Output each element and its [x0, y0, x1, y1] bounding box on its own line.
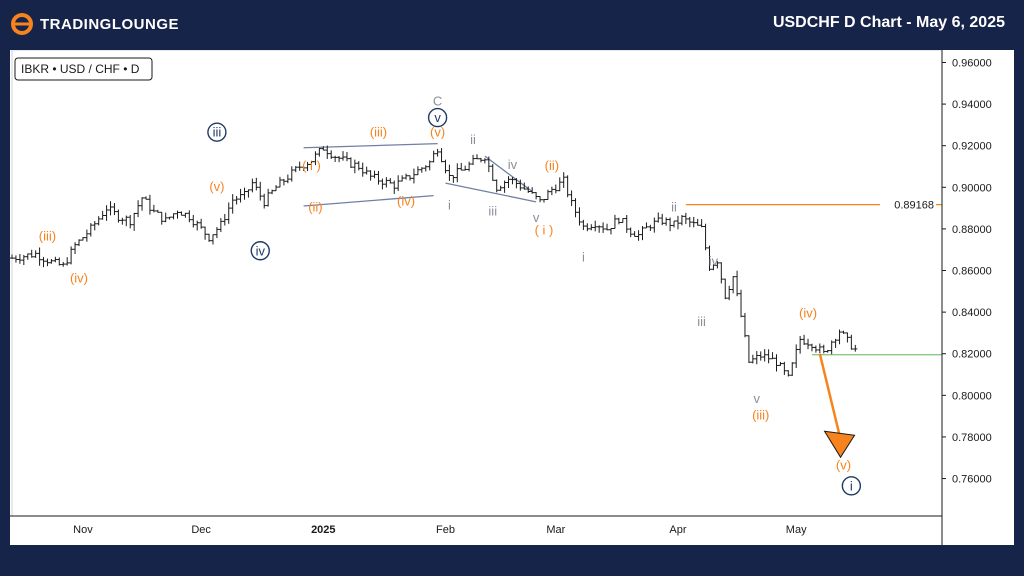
wave-label: ii [671, 200, 677, 215]
symbol-badge[interactable]: IBKR • USD / CHF • D [14, 57, 153, 81]
header-bar: TRADINGLOUNGE USDCHF D Chart - May 6, 20… [0, 0, 1024, 48]
wave-label: iii [488, 204, 497, 219]
projection-arrow-shaft [818, 353, 841, 436]
plot-border [11, 50, 943, 517]
level-label-bg [880, 195, 936, 214]
wave-label: ( i ) [535, 222, 554, 237]
y-tick-label: 0.84000 [952, 307, 992, 319]
chart-title: USDCHF D Chart - May 6, 2025 [772, 14, 1005, 31]
symbol-badge-text: IBKR • USD / CHF • D [21, 62, 140, 76]
wave-label: iv [709, 254, 719, 269]
x-tick-label: 2025 [311, 524, 335, 536]
wave-label: i [582, 249, 585, 264]
wave-label: (ii) [545, 158, 559, 173]
y-tick-label: 0.78000 [952, 432, 992, 444]
wave-label: (iii) [370, 125, 387, 140]
trendline [303, 142, 438, 149]
wave-label: (iv) [799, 306, 817, 321]
wave-label: v [533, 210, 540, 225]
wave-label: v [434, 110, 441, 125]
x-tick-label: Nov [73, 524, 93, 536]
wave-label-circle [841, 476, 862, 496]
x-tick-label: May [786, 524, 807, 536]
wave-label: (ii) [308, 200, 322, 215]
y-tick-label: 0.88000 [952, 224, 992, 236]
wave-label: i [850, 478, 853, 493]
y-tick-label: 0.86000 [952, 266, 992, 278]
wave-label: (v) [836, 458, 851, 473]
level-label: 0.89168 [894, 200, 934, 212]
wave-label: (v) [209, 179, 224, 194]
y-tick-label: 0.82000 [952, 349, 992, 361]
wave-label: ii [470, 132, 476, 147]
candles-layer [10, 145, 858, 377]
wave-label-circle [207, 122, 227, 142]
y-tick-label: 0.90000 [952, 182, 992, 194]
x-tick-label: Feb [436, 524, 455, 536]
y-tick-label: 0.80000 [952, 390, 992, 402]
trendline [303, 194, 434, 207]
trendline [445, 182, 537, 203]
wave-label: i [448, 197, 451, 212]
wave-label: iii [697, 314, 706, 329]
wave-label: iv [508, 157, 518, 172]
wave-label: ( i ) [302, 158, 321, 173]
y-tick-label: 0.76000 [952, 474, 992, 486]
wave-label: (iv) [397, 193, 415, 208]
x-tick-label: Dec [191, 524, 211, 536]
brand-name: TRADINGLOUNGE [40, 15, 179, 33]
wave-label: C [433, 93, 442, 108]
x-tick-label: Mar [546, 524, 565, 536]
chart-frame [10, 50, 1014, 545]
wave-label-circle [250, 241, 270, 261]
brand-icon [11, 13, 33, 35]
wave-label: (iii) [39, 229, 56, 244]
projection-arrow-head [823, 430, 856, 459]
wave-label-circle [427, 107, 448, 128]
wave-label: (v) [430, 125, 445, 140]
wave-label: iii [213, 125, 222, 140]
y-tick-label: 0.96000 [952, 57, 992, 69]
axes-layer: 0.96000 0.94000 0.92000 0.90000 0.88000 0.860… [10, 50, 992, 545]
y-tick-label: 0.94000 [952, 99, 992, 111]
brand-logo: TRADINGLOUNGE [10, 12, 179, 36]
chart-plot-area [11, 50, 943, 517]
wave-label: iv [256, 243, 266, 258]
wave-label: v [754, 391, 761, 406]
wave-label: (iii) [752, 408, 769, 423]
y-tick-label: 0.92000 [952, 141, 992, 153]
x-tick-label: Apr [669, 524, 686, 536]
trendlines-layer: 0.89168 [303, 142, 942, 459]
wave-label: (iv) [70, 270, 88, 285]
